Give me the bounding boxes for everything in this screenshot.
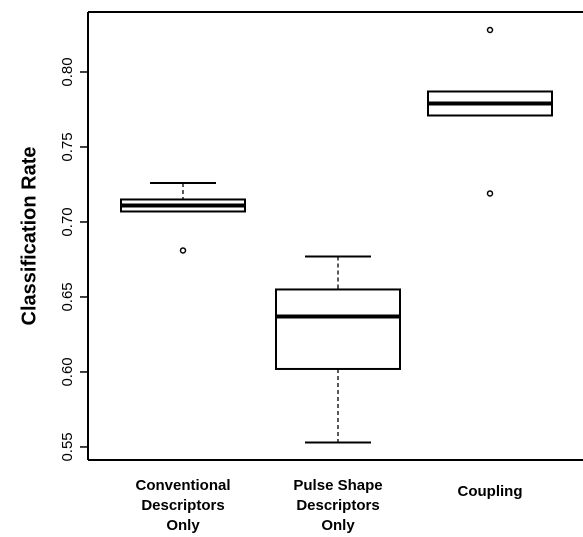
y-axis-label: Classification Rate (18, 147, 40, 326)
y-tick-label: 0.65 (59, 282, 76, 311)
outlier (486, 26, 494, 34)
y-tick-label: 0.70 (59, 207, 76, 236)
x-tick-label: Conventional (135, 477, 230, 494)
box (275, 288, 401, 370)
x-tick-label: Only (166, 517, 200, 534)
x-tick-label: Descriptors (296, 497, 379, 514)
x-tick-label: Descriptors (141, 497, 224, 514)
y-tick-label: 0.80 (59, 57, 76, 86)
y-tick-label: 0.60 (59, 357, 76, 386)
outlier (179, 247, 187, 254)
x-tick-label: Coupling (458, 483, 523, 500)
x-tick-label: Only (321, 517, 355, 534)
x-tick-label: Pulse Shape (293, 477, 382, 494)
y-tick-label: 0.55 (59, 432, 76, 461)
outlier (486, 190, 494, 197)
y-tick-label: 0.75 (59, 132, 76, 161)
